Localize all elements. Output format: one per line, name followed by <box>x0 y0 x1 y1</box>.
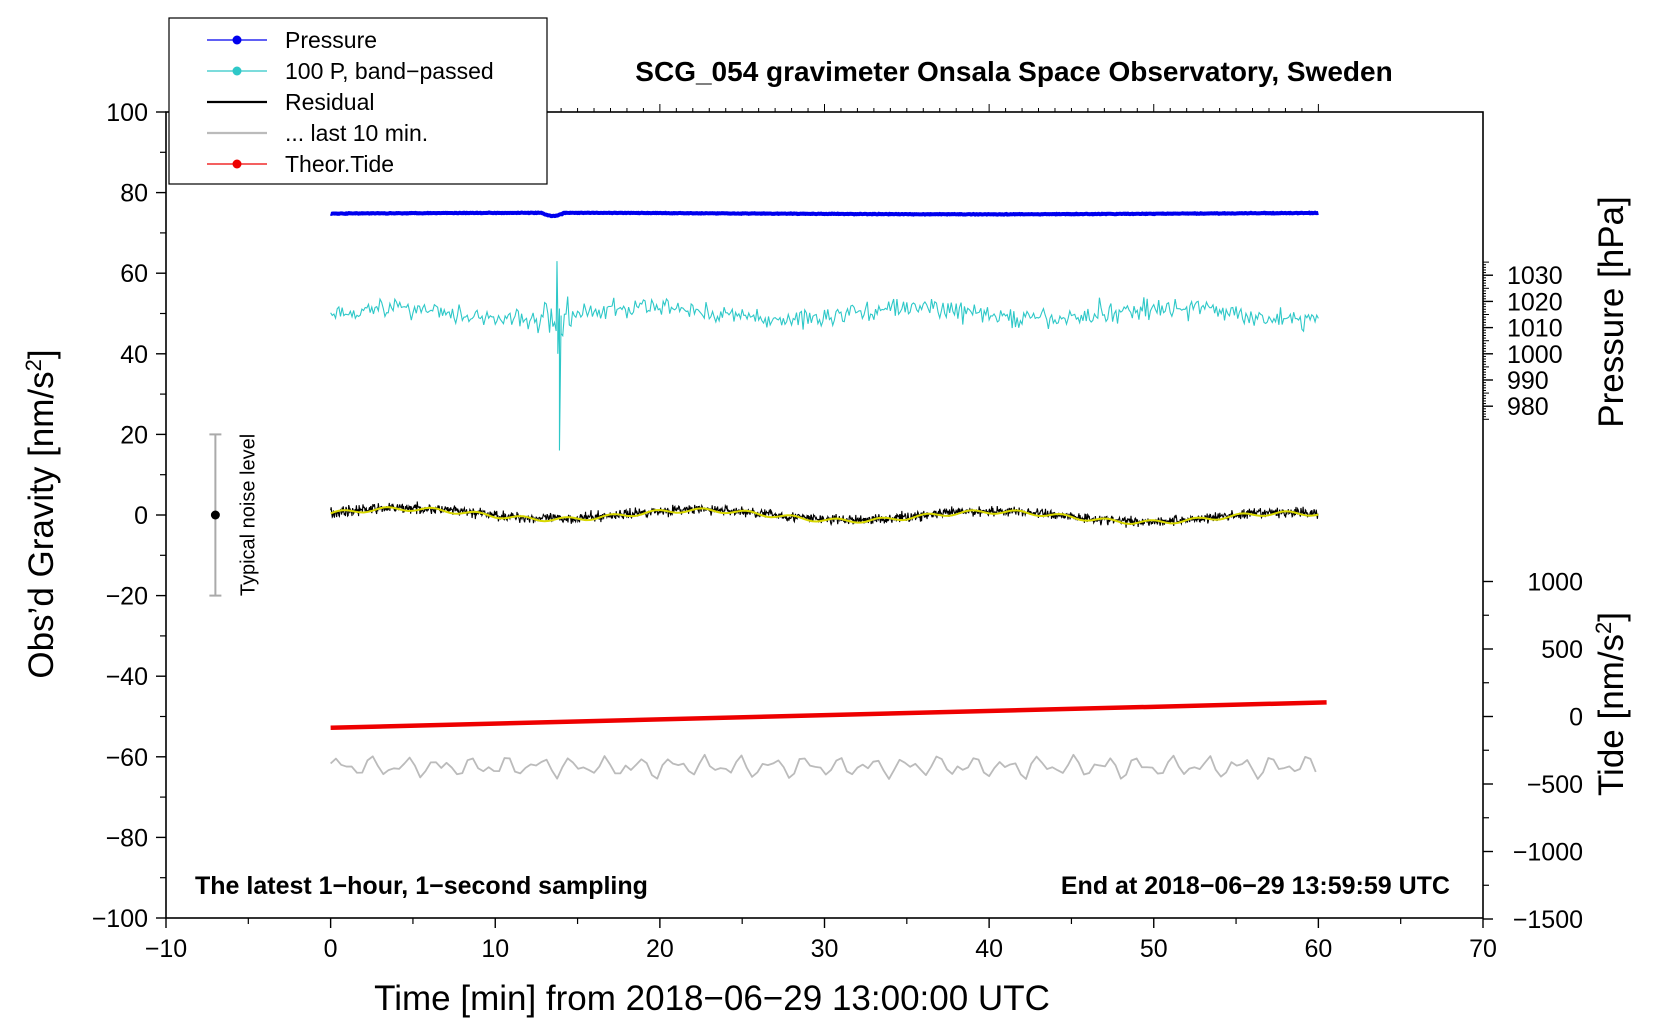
y-tick-label: −80 <box>106 824 148 852</box>
tide-tick-label: 500 <box>1541 636 1583 664</box>
tide-tick-label: −1500 <box>1513 906 1583 934</box>
y-tick-label: 60 <box>120 260 148 288</box>
x-tick-label: 30 <box>811 935 839 963</box>
legend-label: Theor.Tide <box>285 151 394 177</box>
x-tick-label: 20 <box>646 935 674 963</box>
y-axis-title-left-end: ] <box>22 349 61 359</box>
y-tick-label: 0 <box>134 502 148 530</box>
y-axis-title-left-main: Obs’d Gravity [nm/s <box>22 371 61 678</box>
y-axis-title-tide-sup: 2 <box>1591 622 1616 634</box>
x-tick-label: 70 <box>1469 935 1497 963</box>
annotation-end-time: End at 2018−06−29 13:59:59 UTC <box>1061 872 1450 900</box>
legend-label: Pressure <box>285 27 377 53</box>
legend-label: Residual <box>285 89 375 115</box>
chart-title: SCG_054 gravimeter Onsala Space Observat… <box>635 56 1392 87</box>
series-theor-tide <box>330 700 1327 731</box>
y-tick-label: 80 <box>120 180 148 208</box>
series-residual-smoothed <box>330 506 1319 525</box>
pressure-tick-label: 980 <box>1507 393 1549 421</box>
y-axis-title-tide: Tide [nm/s2] <box>1591 612 1631 796</box>
y-axis-title-tide-main: Tide [nm/s <box>1592 634 1631 796</box>
x-tick-label: 40 <box>975 935 1003 963</box>
legend: Pressure 100 P, band−passed Residual ... la… <box>168 17 548 185</box>
x-tick-label: 60 <box>1304 935 1332 963</box>
y-tick-label: −20 <box>106 583 148 611</box>
noise-bar-label: Typical noise level <box>237 434 259 596</box>
y-axis-title-pressure: Pressure [hPa] <box>1592 196 1631 428</box>
pressure-tick-label: 1020 <box>1507 288 1563 316</box>
pressure-tick-label: 1010 <box>1507 315 1563 343</box>
series-pressure <box>329 210 1320 219</box>
legend-label: ... last 10 min. <box>285 120 428 146</box>
x-tick-label: 10 <box>481 935 509 963</box>
legend-marker <box>232 35 242 45</box>
pressure-tick-label: 1000 <box>1507 341 1563 369</box>
y-tick-label: 40 <box>120 341 148 369</box>
x-tick-label: −10 <box>145 935 187 963</box>
noise-level-indicator: Typical noise level <box>209 433 259 597</box>
y-axis-title-tide-end: ] <box>1592 612 1631 622</box>
y-tick-label: 20 <box>120 421 148 449</box>
tide-tick-label: −500 <box>1527 771 1583 799</box>
legend-label: 100 P, band−passed <box>285 58 494 84</box>
pressure-tick-label: 1030 <box>1507 262 1563 290</box>
y-axis-title-left: Obs’d Gravity [nm/s2] <box>21 349 61 678</box>
noise-bar-center-dot <box>210 510 220 520</box>
y-axis-title-left-sup: 2 <box>21 359 46 371</box>
tide-tick-label: −1000 <box>1513 839 1583 867</box>
y-tick-label: −40 <box>106 663 148 691</box>
x-tick-label: 0 <box>324 935 338 963</box>
legend-marker <box>232 66 242 76</box>
series-pressure-band-passed <box>330 261 1319 451</box>
y-tick-label: 100 <box>106 99 148 127</box>
tide-tick-label: 1000 <box>1527 568 1583 596</box>
x-tick-label: 50 <box>1140 935 1168 963</box>
y-tick-label: −60 <box>106 744 148 772</box>
series-last-10-min <box>330 753 1317 780</box>
annotation-sampling: The latest 1−hour, 1−second sampling <box>195 872 648 900</box>
legend-marker <box>232 159 242 169</box>
plot-series <box>329 210 1327 780</box>
x-axis-title: Time [min] from 2018−06−29 13:00:00 UTC <box>374 979 1050 1018</box>
pressure-tick-label: 990 <box>1507 367 1549 395</box>
axes: −10 0 10 20 30 40 50 60 70−100−80−60−40−20020406… <box>92 99 1583 963</box>
tide-tick-label: 0 <box>1569 704 1583 732</box>
y-tick-label: −100 <box>92 905 148 933</box>
